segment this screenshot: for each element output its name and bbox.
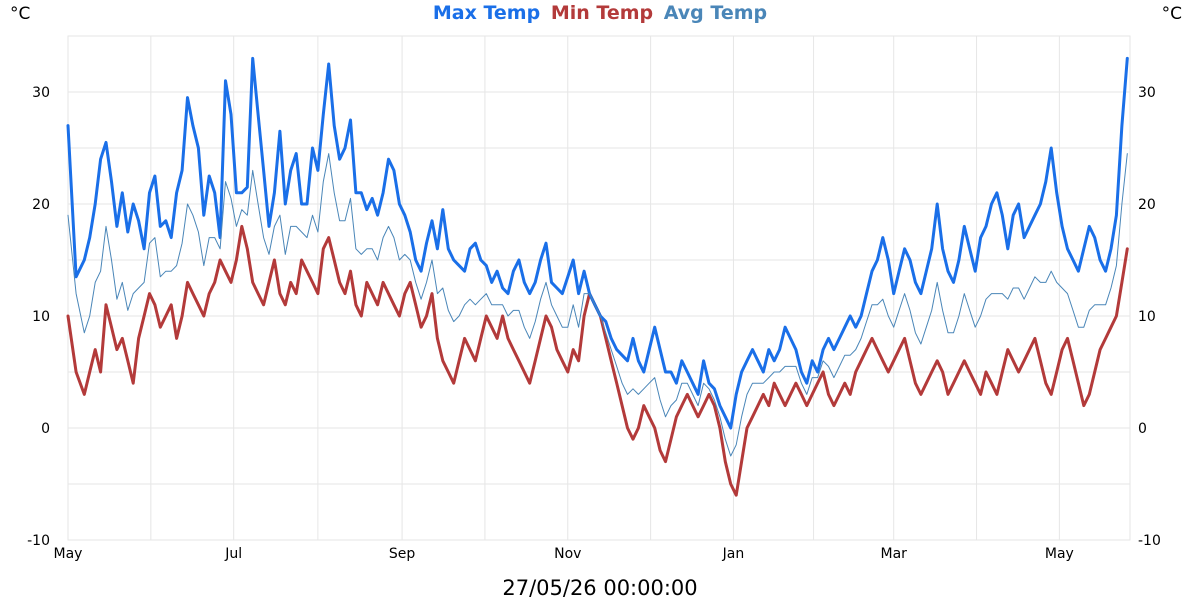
y-tick-label-right: 20	[1138, 197, 1156, 213]
legend: Max Temp Min Temp Avg Temp	[0, 2, 1200, 24]
x-tick-label: May	[54, 546, 83, 562]
x-tick-label: Nov	[554, 546, 581, 562]
y-tick-label-left: -10	[27, 533, 50, 549]
y-tick-label-right: 0	[1138, 421, 1147, 437]
y-tick-label-left: 0	[41, 421, 50, 437]
series-line-min	[66, 224, 1129, 497]
grid	[67, 35, 1131, 541]
plot-border	[67, 35, 1131, 541]
x-tick-label: Jan	[722, 546, 745, 562]
legend-max-temp[interactable]: Max Temp	[432, 2, 541, 24]
timestamp: 27/05/26 00:00:00	[502, 576, 698, 600]
y-tick-label-right: -10	[1138, 533, 1161, 549]
x-tick-label: May	[1045, 546, 1074, 562]
y-tick-label-right: 10	[1138, 309, 1156, 325]
left-axis-unit: °C	[10, 4, 31, 24]
legend-min-temp[interactable]: Min Temp	[550, 2, 654, 24]
y-tick-label-left: 10	[32, 309, 50, 325]
y-tick-label-left: 20	[32, 197, 50, 213]
tick-labels: -10 -10 0 0 10 10 20 20 30 30 May Jul Sep Nov Jan Mar Ma…	[27, 85, 1161, 562]
y-tick-label-left: 30	[32, 85, 50, 101]
series-lines	[66, 56, 1129, 497]
y-tick-label-right: 30	[1138, 85, 1156, 101]
right-axis-unit: °C	[1161, 4, 1182, 24]
series-line-avg	[67, 153, 1128, 457]
x-tick-label: Sep	[389, 546, 416, 562]
x-tick-label: Jul	[224, 546, 242, 562]
x-tick-label: Mar	[880, 546, 907, 562]
legend-avg-temp[interactable]: Avg Temp	[663, 2, 768, 24]
